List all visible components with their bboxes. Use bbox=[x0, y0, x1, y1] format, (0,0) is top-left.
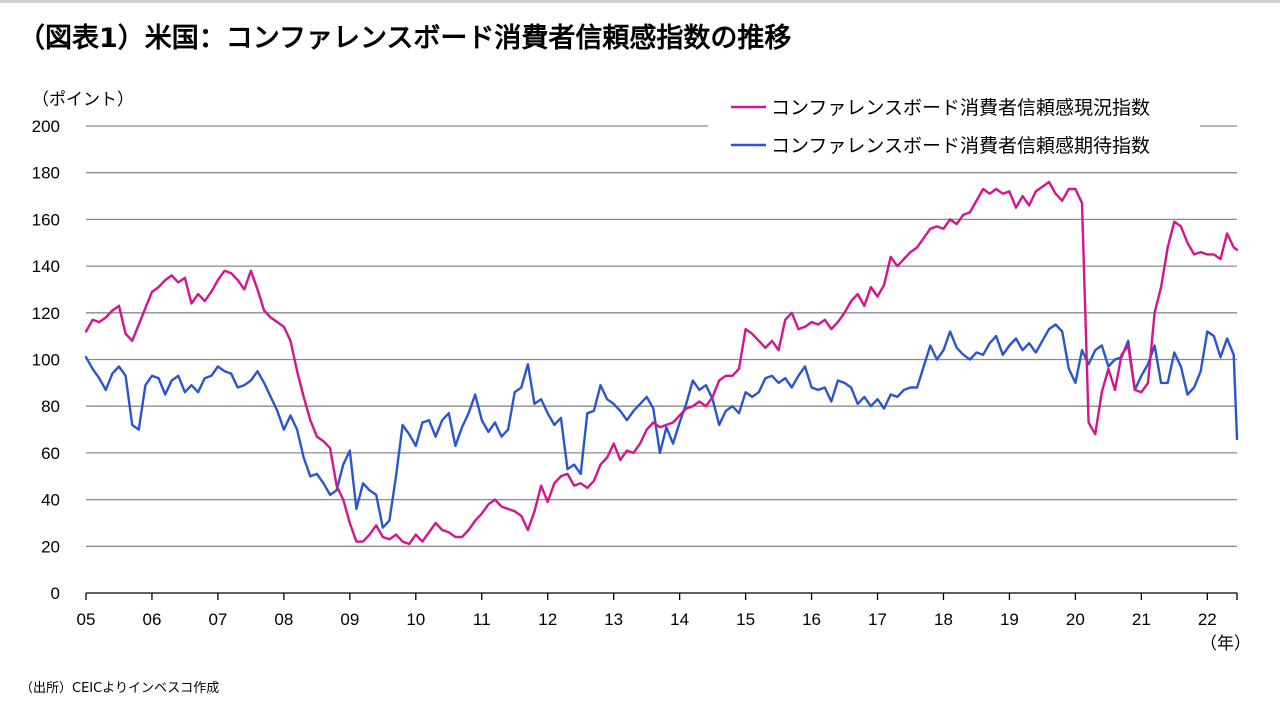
legend-label-1: コンファレンスボード消費者信頼感期待指数 bbox=[771, 135, 1150, 157]
x-tick-label: 16 bbox=[802, 610, 821, 629]
x-tick-label: 14 bbox=[670, 610, 689, 629]
source-note: （出所）CEICよりインベスコ作成 bbox=[20, 681, 220, 696]
x-tick-label: 20 bbox=[1066, 610, 1085, 629]
y-tick-label: 120 bbox=[32, 304, 60, 323]
grid bbox=[86, 125, 1237, 547]
series-layer bbox=[84, 180, 1239, 546]
axes: 0 20 40 60 80 100 120 140 160 180 200 05 06 07 08 09 10 1… bbox=[32, 117, 1238, 629]
y-tick-label: 200 bbox=[32, 117, 60, 136]
x-tick-label: 15 bbox=[736, 610, 755, 629]
top-rule bbox=[0, 0, 1280, 3]
x-tick-label: 08 bbox=[274, 610, 293, 629]
x-tick-label: 19 bbox=[1000, 610, 1019, 629]
y-tick-label: 100 bbox=[32, 351, 60, 370]
series-line-1 bbox=[84, 323, 1239, 529]
y-tick-label: 160 bbox=[32, 210, 60, 229]
x-tick-label: 21 bbox=[1132, 610, 1151, 629]
legend-label-0: コンファレンスボード消費者信頼感現況指数 bbox=[771, 97, 1150, 119]
y-tick-label: 0 bbox=[51, 584, 60, 603]
x-tick-label: 12 bbox=[538, 610, 557, 629]
x-tick-label: 11 bbox=[473, 610, 491, 629]
series-line-0 bbox=[84, 180, 1239, 546]
x-tick-label: 13 bbox=[604, 610, 623, 629]
x-tick-label: 17 bbox=[868, 610, 887, 629]
y-tick-label: 20 bbox=[41, 537, 60, 556]
y-axis-label: （ポイント） bbox=[32, 90, 134, 110]
x-tick-label: 22 bbox=[1198, 610, 1217, 629]
x-tick-label: 06 bbox=[142, 610, 161, 629]
x-tick-label: 07 bbox=[208, 610, 227, 629]
y-tick-label: 80 bbox=[41, 397, 60, 416]
y-tick-label: 40 bbox=[41, 491, 60, 510]
x-tick-label: 05 bbox=[77, 610, 96, 629]
x-tick-label: 10 bbox=[406, 610, 425, 629]
page-title: （図表1）米国：コンファレンスボード消費者信頼感指数の推移 bbox=[18, 23, 792, 54]
y-tick-label: 180 bbox=[32, 164, 60, 183]
x-tick-label: 18 bbox=[934, 610, 953, 629]
x-axis-label: （年） bbox=[1200, 634, 1251, 654]
y-tick-label: 140 bbox=[32, 257, 60, 276]
legend-background bbox=[708, 88, 1200, 166]
y-tick-label: 60 bbox=[41, 444, 60, 463]
x-tick-label: 09 bbox=[340, 610, 359, 629]
